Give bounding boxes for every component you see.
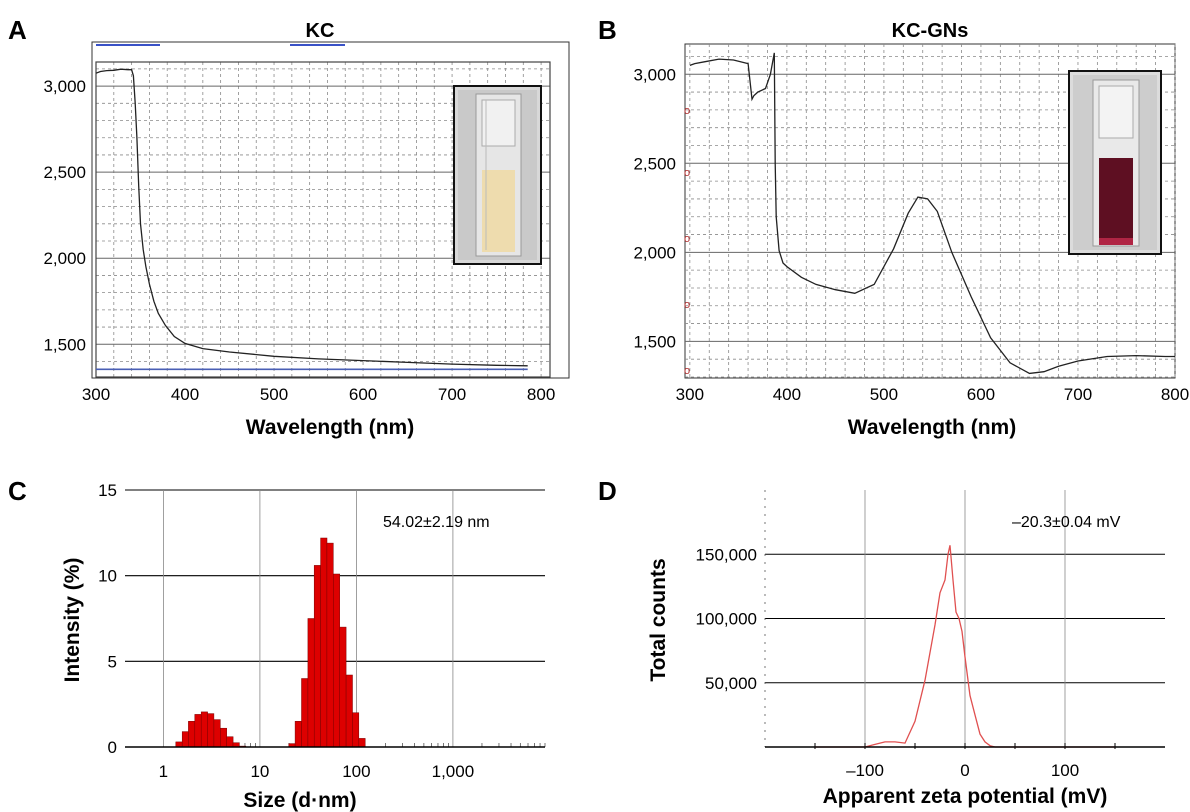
histogram-bar xyxy=(352,712,360,748)
panel-a: A KC 300 400 500 600 700 800 1,500 2,000 2,500 3… xyxy=(8,15,570,439)
y-tick-labels-d: 50,000 100,000 150,000 xyxy=(696,545,757,693)
x-tick-label: 500 xyxy=(870,385,898,404)
histogram-bars xyxy=(175,537,366,748)
panel-title-a: KC xyxy=(306,20,335,42)
plot-area-a xyxy=(95,61,551,378)
histogram-bar xyxy=(345,674,353,748)
y-tick-label: 3,000 xyxy=(43,77,86,96)
y-tick-label: 3,000 xyxy=(633,65,676,84)
histogram-bar xyxy=(220,727,227,748)
histogram-bar xyxy=(320,537,328,748)
y-tick-label: 10 xyxy=(98,567,117,586)
histogram-bar xyxy=(207,713,215,748)
panel-d: D –100 0 100 50,000 100,000 150,000 –20.3±0.… xyxy=(598,476,1165,808)
histogram-bar xyxy=(333,573,340,748)
y-tick-label: 1,500 xyxy=(43,335,86,354)
x-tick-label: 300 xyxy=(676,385,704,404)
histogram-bar xyxy=(194,714,202,748)
x-tick-label: 10 xyxy=(250,762,269,781)
left-marks-b: o o o o o xyxy=(684,105,690,377)
inset-photo-kc-gns xyxy=(1068,70,1162,255)
x-tick-label: 100 xyxy=(1051,761,1079,780)
y-tick-label: 100,000 xyxy=(696,610,757,629)
x-tick-labels-d: –100 0 100 xyxy=(846,761,1079,780)
y-axis-title-c: Intensity (%) xyxy=(61,558,84,683)
x-tick-label: 100 xyxy=(342,762,370,781)
y-tick-labels-a: 1,500 2,000 2,500 3,000 xyxy=(43,77,86,354)
y-tick-label: 15 xyxy=(98,481,117,500)
histogram-bar xyxy=(175,741,183,748)
x-tick-label: 600 xyxy=(349,385,377,404)
y-tick-label: 2,000 xyxy=(633,243,676,262)
panel-b: B KC-GNs o o o o o 300 400 500 600 700 800 1,… xyxy=(598,15,1189,439)
y-tick-label: 2,500 xyxy=(633,154,676,173)
inset-photo-kc xyxy=(453,85,542,265)
histogram-bar xyxy=(181,731,189,748)
y-tick-label: 5 xyxy=(108,652,117,671)
x-tick-labels-b: 300 400 500 600 700 800 xyxy=(676,385,1190,404)
histogram-bar xyxy=(294,721,302,748)
svg-text:o: o xyxy=(684,365,690,377)
y-tick-label: 2,500 xyxy=(43,163,86,182)
y-axis-title-d: Total counts xyxy=(647,558,670,681)
absorbance-line-a xyxy=(95,68,528,367)
histogram-bar xyxy=(301,678,309,748)
x-tick-label: 600 xyxy=(967,385,995,404)
x-tick-label: 800 xyxy=(1161,385,1189,404)
x-tick-labels-a: 300 400 500 600 700 800 xyxy=(82,385,555,404)
x-tick-label: 0 xyxy=(960,761,969,780)
x-tick-label: 1 xyxy=(159,762,168,781)
histogram-bar xyxy=(313,565,321,748)
x-axis-title-d: Apparent zeta potential (mV) xyxy=(823,785,1108,808)
x-tick-label: 400 xyxy=(773,385,801,404)
x-tick-label: 1,000 xyxy=(432,762,475,781)
x-tick-label: 700 xyxy=(438,385,466,404)
y-tick-label: 1,500 xyxy=(633,332,676,351)
x-axis-title-c: Size (d·nm) xyxy=(243,789,356,812)
x-tick-label: 700 xyxy=(1064,385,1092,404)
series-a xyxy=(95,68,528,371)
x-tick-label: 500 xyxy=(260,385,288,404)
histogram-bar xyxy=(358,738,366,748)
histogram-bar xyxy=(226,736,234,748)
histogram-bar xyxy=(213,719,221,748)
histogram-bar xyxy=(200,711,208,748)
y-tick-labels-c: 0 5 10 15 xyxy=(98,481,117,757)
x-tick-label: 300 xyxy=(82,385,110,404)
histogram-bar xyxy=(307,618,315,748)
size-annotation: 54.02±2.19 nm xyxy=(383,514,490,531)
series-b xyxy=(689,52,1175,375)
grid-d xyxy=(764,490,1165,749)
svg-text:o: o xyxy=(684,105,690,117)
x-tick-label: 800 xyxy=(527,385,555,404)
panel-letter-c: C xyxy=(8,476,27,506)
histogram-bar xyxy=(326,542,334,748)
panel-letter-a: A xyxy=(8,15,27,45)
grid-c xyxy=(125,489,546,747)
y-tick-label: 150,000 xyxy=(696,545,757,564)
panel-letter-d: D xyxy=(598,476,617,506)
x-tick-label: 400 xyxy=(171,385,199,404)
panel-letter-b: B xyxy=(598,15,617,45)
x-tick-labels-c: 1 10 100 1,000 xyxy=(159,762,475,781)
svg-text:o: o xyxy=(684,167,690,179)
zeta-annotation: –20.3±0.04 mV xyxy=(1012,514,1121,531)
histogram-bar xyxy=(188,721,196,748)
x-axis-title-a: Wavelength (nm) xyxy=(246,416,414,439)
svg-text:o: o xyxy=(684,299,690,311)
y-tick-label: 2,000 xyxy=(43,249,86,268)
histogram-bar xyxy=(339,626,347,748)
svg-text:o: o xyxy=(684,233,690,245)
x-tick-label: –100 xyxy=(846,761,884,780)
y-tick-labels-b: 1,500 2,000 2,500 3,000 xyxy=(633,65,676,351)
panel-c: C 1 10 100 1,000 0 5 10 15 54.02±2.19 nm Size … xyxy=(8,476,546,812)
y-tick-label: 50,000 xyxy=(705,674,757,693)
x-axis-title-b: Wavelength (nm) xyxy=(848,416,1016,439)
y-tick-label: 0 xyxy=(108,738,117,757)
absorbance-line-b xyxy=(689,52,1175,375)
panel-title-b: KC-GNs xyxy=(892,20,969,42)
